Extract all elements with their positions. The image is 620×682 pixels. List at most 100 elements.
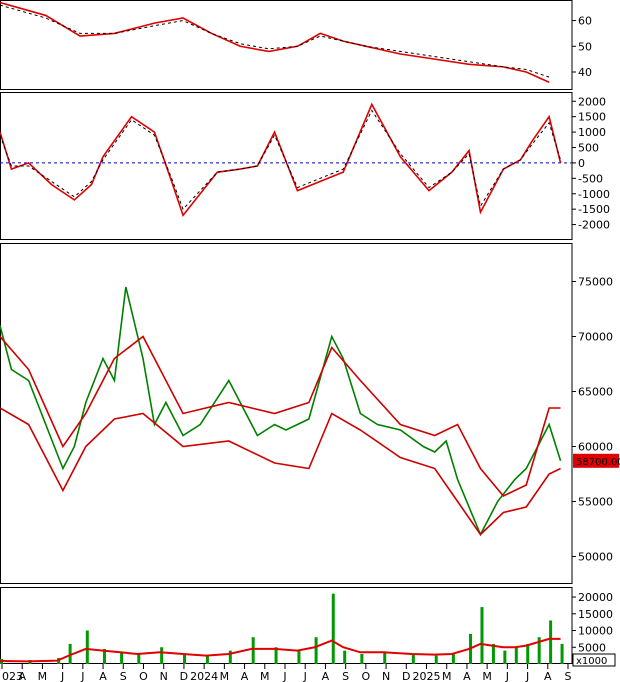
- y-tick-label: 500: [578, 142, 599, 155]
- volume-bar: [251, 637, 255, 664]
- volume-unit-label: x1000: [576, 656, 607, 667]
- x-tick-label: J: [80, 670, 84, 682]
- y-tick-label: -1000: [578, 188, 610, 201]
- volume-bar: [137, 653, 141, 664]
- x-tick-label: M: [260, 670, 270, 682]
- x-tick-label: A: [99, 670, 107, 682]
- x-tick-label: J: [505, 670, 509, 682]
- y-tick-label: 1000: [578, 126, 606, 139]
- panel-indicator-1: 40 50 60: [0, 0, 592, 90]
- series-line-2: [0, 407, 561, 536]
- x-tick-label: O: [362, 670, 371, 682]
- y-tick-label: 5000: [578, 641, 606, 654]
- y-tick-label: 60000: [578, 441, 613, 454]
- x-tick-label: A: [463, 670, 471, 682]
- x-tick-label: J: [60, 670, 64, 682]
- panel-frame: [0, 587, 573, 664]
- volume-bar: [451, 653, 455, 664]
- x-tick-label: N: [160, 670, 168, 682]
- volume-bar: [434, 655, 438, 664]
- volume-bar: [331, 593, 335, 664]
- x-tick-label: D: [180, 670, 188, 682]
- x-tick-label: M: [482, 670, 492, 682]
- x-tick-label: M: [38, 670, 48, 682]
- y-tick-label: -1500: [578, 203, 610, 216]
- volume-bar: [68, 643, 72, 664]
- y-tick-label: 2000: [578, 95, 606, 108]
- volume-bar: [205, 655, 209, 664]
- y-tick-label: 20000: [578, 591, 613, 604]
- x-tick-label: A: [241, 670, 249, 682]
- volume-bar: [274, 647, 278, 664]
- x-tick-label: M: [442, 670, 452, 682]
- y-tick-label: 50000: [578, 551, 613, 564]
- series-line-1: [0, 4, 550, 78]
- last-price-badge: [573, 453, 619, 468]
- volume-bar: [314, 637, 318, 664]
- volume-bar: [560, 643, 564, 664]
- x-tick-label: A: [544, 670, 552, 682]
- y-tick-label: 75000: [578, 276, 613, 289]
- x-tick-label: S: [342, 670, 349, 682]
- y-tick-label: -2000: [578, 219, 610, 232]
- x-tick-label: J: [282, 670, 286, 682]
- y-tick-label: 60: [578, 15, 592, 28]
- x-tick-label: A: [18, 670, 26, 682]
- volume-bar: [411, 653, 415, 664]
- series-line-0: [0, 286, 562, 537]
- panel-frame: [0, 0, 573, 90]
- volume-bar: [537, 637, 541, 664]
- last-price-label: 58700.00: [576, 457, 620, 468]
- y-tick-label: 0: [578, 157, 585, 170]
- volume-bar: [383, 652, 387, 664]
- y-tick-label: -500: [578, 172, 603, 185]
- panel-volume: 20000 15000 10000 5000 x1000: [0, 587, 616, 667]
- volume-bar: [183, 653, 187, 664]
- x-tick-label: 2024: [190, 670, 218, 682]
- volume-bar: [102, 648, 106, 664]
- x-tick-label: S: [120, 670, 127, 682]
- volume-bar: [85, 630, 89, 664]
- volume-bar: [503, 650, 507, 664]
- volume-bar: [297, 650, 301, 664]
- y-tick-label: 70000: [578, 331, 613, 344]
- y-tick-label: 40: [578, 66, 592, 79]
- volume-bar: [526, 643, 530, 664]
- x-tick-label: A: [322, 670, 330, 682]
- y-tick-label: 55000: [578, 496, 613, 509]
- y-tick-label: 50: [578, 40, 592, 53]
- x-tick-label: D: [402, 670, 410, 682]
- series-line-0: [0, 102, 562, 217]
- volume-bar: [514, 647, 518, 664]
- unit-label-box: [572, 653, 616, 667]
- x-tick-label: 023: [2, 670, 23, 682]
- series-line-1: [0, 335, 561, 497]
- x-tick-label: 2025: [413, 670, 441, 682]
- volume-ma-line: [0, 637, 561, 663]
- panel-frame: [0, 92, 573, 240]
- y-tick-label: 10000: [578, 625, 613, 638]
- volume-bar: [160, 647, 164, 664]
- x-tick-label: J: [303, 670, 307, 682]
- y-tick-label: 15000: [578, 608, 613, 621]
- volume-bar: [480, 607, 484, 664]
- volume-bar: [343, 650, 347, 664]
- volume-bar: [491, 643, 495, 664]
- y-tick-label: 1500: [578, 111, 606, 124]
- panel-indicator-2: 2000 1500 1000 500 0 -500 -1000 -1500 -2000: [0, 92, 610, 240]
- chart-panels: 4050602000150010005000-500-1000-1500-200…: [0, 0, 620, 667]
- x-tick-label: J: [525, 670, 529, 682]
- series-line-1: [0, 109, 562, 211]
- volume-bar: [360, 653, 364, 664]
- x-tick-label: N: [382, 670, 390, 682]
- x-tick-label: S: [565, 670, 572, 682]
- x-tick-label: O: [139, 670, 148, 682]
- panel-frame: [0, 243, 573, 584]
- volume-bar: [120, 652, 124, 664]
- y-tick-label: 65000: [578, 386, 613, 399]
- x-tick-label: M: [220, 670, 230, 682]
- volume-bar: [228, 650, 232, 664]
- panel-price: 75000 70000 65000 60000 55000 50000 58700.00: [0, 243, 620, 584]
